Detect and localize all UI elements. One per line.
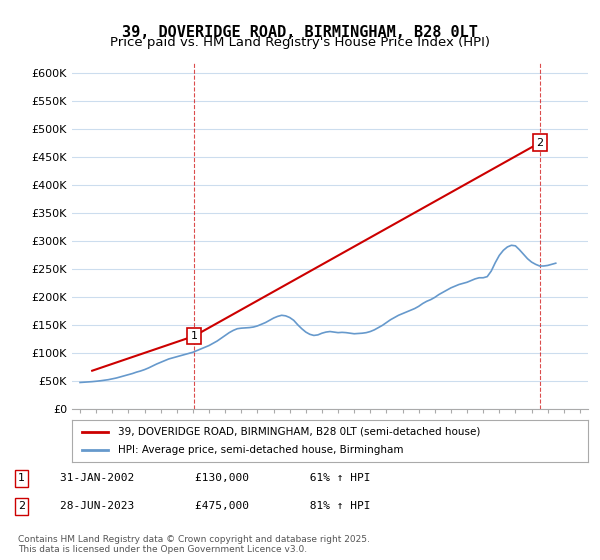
Text: HPI: Average price, semi-detached house, Birmingham: HPI: Average price, semi-detached house,…	[118, 445, 404, 455]
Text: 28-JUN-2023         £475,000         81% ↑ HPI: 28-JUN-2023 £475,000 81% ↑ HPI	[60, 501, 371, 511]
Text: 1: 1	[18, 473, 25, 483]
Text: 39, DOVERIDGE ROAD, BIRMINGHAM, B28 0LT (semi-detached house): 39, DOVERIDGE ROAD, BIRMINGHAM, B28 0LT …	[118, 427, 481, 437]
Text: 39, DOVERIDGE ROAD, BIRMINGHAM, B28 0LT: 39, DOVERIDGE ROAD, BIRMINGHAM, B28 0LT	[122, 25, 478, 40]
Text: 2: 2	[536, 138, 543, 148]
Text: Contains HM Land Registry data © Crown copyright and database right 2025.
This d: Contains HM Land Registry data © Crown c…	[18, 535, 370, 554]
Text: Price paid vs. HM Land Registry's House Price Index (HPI): Price paid vs. HM Land Registry's House …	[110, 36, 490, 49]
Text: 2: 2	[18, 501, 25, 511]
Text: 31-JAN-2002         £130,000         61% ↑ HPI: 31-JAN-2002 £130,000 61% ↑ HPI	[60, 473, 371, 483]
Text: 1: 1	[191, 331, 198, 341]
